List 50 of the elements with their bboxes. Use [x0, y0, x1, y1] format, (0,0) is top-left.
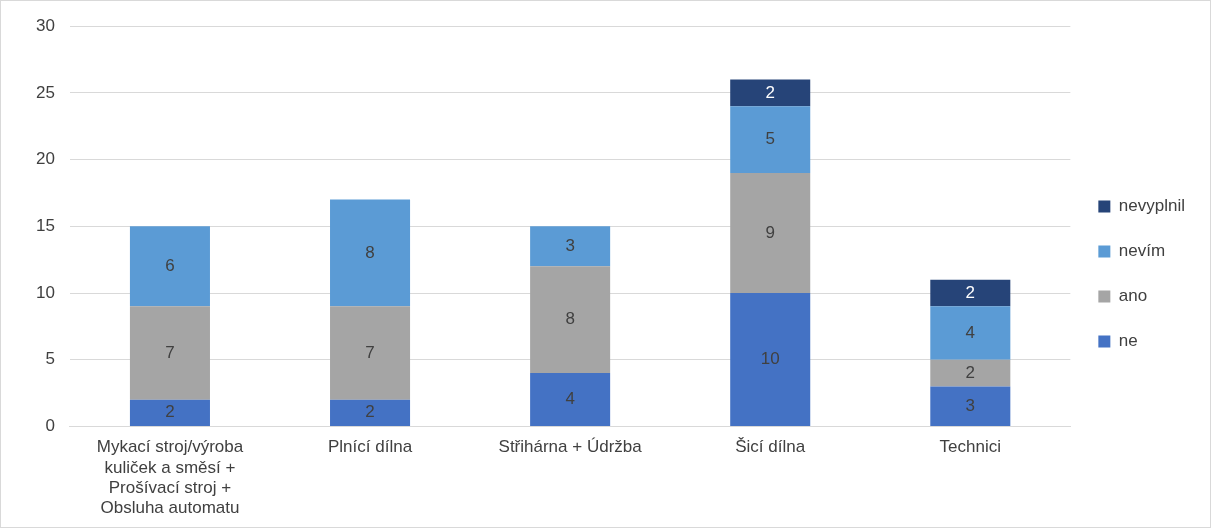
- x-tick-label: Mykací stroj/výroba kuliček a směsí + Prošívací stroj + Obsluha automatu: [96, 437, 244, 518]
- y-tick-label: 25: [35, 82, 55, 102]
- data-label: 4: [565, 389, 575, 409]
- data-label: 2: [765, 82, 775, 102]
- bar: [330, 306, 411, 400]
- bar: [530, 373, 611, 426]
- data-label: 5: [765, 129, 775, 149]
- legend-label: nevyplnil: [1118, 196, 1186, 216]
- data-label: 10: [760, 349, 780, 369]
- x-tick-label: Šicí dílna: [735, 437, 806, 457]
- bar: [930, 386, 1011, 426]
- bar: [530, 266, 611, 374]
- bar: [330, 399, 411, 426]
- data-label: 2: [965, 362, 976, 382]
- bar: [930, 359, 1011, 387]
- y-tick-label: 20: [35, 149, 55, 169]
- data-label: 2: [165, 402, 175, 422]
- data-label: 3: [965, 395, 976, 415]
- data-label: 6: [165, 256, 175, 276]
- y-tick-label: 0: [45, 416, 55, 436]
- x-tick-label: Střihárna + Údržba: [498, 437, 643, 457]
- x-tick-label: Technici: [939, 437, 1002, 457]
- data-label: 9: [765, 222, 775, 242]
- bar: [730, 172, 811, 293]
- legend-label: nevím: [1118, 241, 1166, 261]
- data-label: 7: [365, 342, 375, 362]
- bar: [530, 226, 611, 267]
- bar: [129, 399, 210, 426]
- data-label: 8: [565, 309, 575, 329]
- legend-label: ano: [1118, 286, 1148, 306]
- y-tick-label: 10: [35, 282, 55, 302]
- bar: [129, 306, 210, 400]
- bar: [930, 279, 1011, 307]
- y-tick-label: 15: [35, 215, 55, 235]
- data-label: 7: [165, 342, 175, 362]
- data-label: 2: [965, 282, 976, 302]
- bar: [330, 199, 411, 307]
- x-tick-label: Plnící dílna: [327, 437, 413, 457]
- data-label: 4: [965, 322, 976, 342]
- bar: [730, 293, 811, 426]
- data-label: 2: [365, 402, 375, 422]
- y-tick-label: 30: [35, 15, 55, 35]
- bar: [730, 106, 811, 173]
- data-label: 3: [565, 236, 575, 255]
- bar: [730, 79, 811, 107]
- data-label: 8: [365, 242, 375, 262]
- y-tick-label: 5: [45, 349, 55, 369]
- bar: [930, 306, 1011, 360]
- bar: [129, 226, 210, 307]
- legend-label: ne: [1118, 331, 1138, 351]
